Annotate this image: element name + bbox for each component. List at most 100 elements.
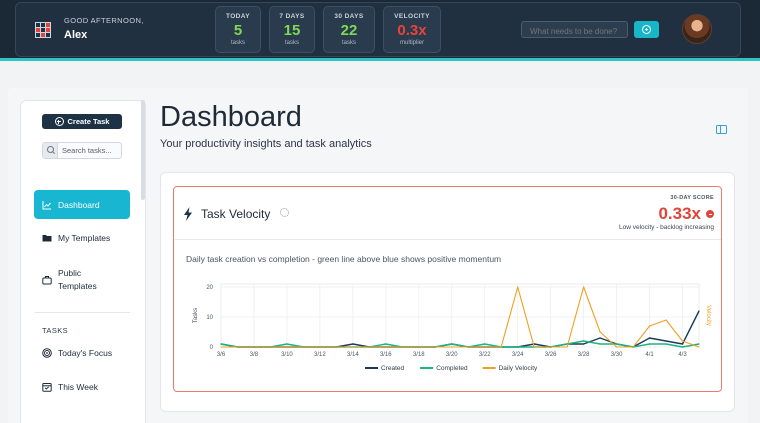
series-line-daily-velocity — [221, 286, 700, 348]
data-point — [665, 343, 667, 345]
y-tick-label: 20 — [206, 285, 213, 291]
stat-sub: tasks — [230, 40, 245, 46]
data-point — [698, 310, 700, 312]
velocity-card: Task Velocity 30-DAY SCORE 0.33x Low vel… — [173, 186, 722, 392]
x-tick-label: 4/1 — [645, 352, 654, 358]
data-point — [583, 343, 585, 345]
sidebar-item-label: Dashboard — [58, 199, 100, 210]
x-tick-label: 3/30 — [611, 352, 623, 358]
briefcase-icon — [42, 276, 52, 285]
y2-axis-label: Velocity — [705, 305, 711, 326]
data-point — [566, 346, 568, 348]
stat-velocity: VELOCITY 0.3x multiplier — [383, 6, 441, 53]
sidebar-item-label: My Templates — [58, 233, 111, 243]
data-point — [484, 346, 486, 348]
stat-value: 22 — [340, 22, 358, 39]
avatar[interactable] — [682, 14, 712, 44]
data-point — [648, 343, 651, 345]
velocity-chart: 3/6 3/8 3/10 3/12 3/14 3/16 3/18 3/20 3/22 3/24 3/… — [193, 283, 711, 372]
data-point — [583, 286, 585, 288]
legend-label: Completed — [436, 365, 468, 372]
sidebar-item-todays-focus[interactable]: Today's Focus — [34, 348, 130, 358]
data-point — [599, 331, 601, 333]
quick-add-button[interactable] — [634, 21, 659, 38]
create-task-button[interactable]: Create Task — [42, 114, 122, 129]
velocity-card-header: Task Velocity 30-DAY SCORE 0.33x Low vel… — [174, 187, 721, 240]
data-point — [335, 346, 337, 348]
data-point — [220, 343, 222, 345]
score-label: 30-DAY SCORE — [670, 195, 714, 201]
stat-sub: tasks — [341, 40, 356, 46]
data-point — [583, 340, 585, 342]
user-name: Alex — [64, 29, 88, 41]
x-tick-label: 3/8 — [250, 352, 259, 358]
target-icon — [42, 348, 52, 358]
data-point — [434, 346, 436, 348]
x-tick-label: 3/24 — [512, 352, 524, 358]
sidebar-item-label: Public Templates — [58, 268, 97, 291]
sidebar-item-dashboard[interactable]: Dashboard — [34, 190, 130, 219]
greeting-text: GOOD AFTERNOON, — [64, 16, 144, 25]
data-point — [681, 343, 684, 345]
sidebar-item-this-week[interactable]: This Week — [34, 382, 130, 392]
sidebar-item-my-templates[interactable]: My Templates — [34, 233, 130, 243]
stat-today: TODAY 5 tasks — [215, 6, 261, 53]
sidebar-item-label: This Week — [58, 382, 98, 392]
sidebar-toggle-icon[interactable] — [716, 125, 727, 134]
x-tick-label: 3/26 — [545, 352, 557, 358]
search-tasks-input[interactable] — [62, 145, 120, 156]
search-icon[interactable] — [43, 143, 58, 158]
data-point — [665, 340, 667, 342]
data-point — [401, 346, 403, 348]
x-tick-label: 3/28 — [578, 352, 590, 358]
gear-icon[interactable] — [280, 208, 289, 217]
x-tick-label: 3/16 — [380, 352, 392, 358]
stat-label: 7 DAYS — [279, 13, 305, 20]
data-point — [368, 346, 370, 348]
data-point — [665, 319, 667, 321]
data-point — [451, 343, 453, 345]
data-point — [681, 346, 684, 348]
legend-label: Daily Velocity — [499, 365, 538, 372]
calendar-icon — [42, 383, 52, 392]
data-point — [615, 346, 618, 348]
data-point — [286, 343, 288, 345]
data-point — [698, 346, 700, 348]
data-point — [599, 343, 601, 345]
data-point — [302, 346, 305, 348]
app-logo-icon[interactable] — [35, 22, 51, 38]
data-point — [550, 346, 552, 348]
page-subtitle: Your productivity insights and task anal… — [160, 138, 372, 150]
data-point — [500, 346, 502, 348]
data-point — [236, 346, 239, 348]
plus-circle-icon — [54, 117, 64, 126]
sidebar-scrollbar[interactable] — [141, 100, 145, 200]
data-point — [698, 343, 700, 345]
sidebar-divider — [34, 312, 130, 313]
create-task-label: Create Task — [67, 117, 110, 126]
data-point — [220, 346, 222, 348]
x-tick-label: 3/14 — [347, 352, 359, 358]
sidebar-item-public-templates[interactable]: Public Templates — [34, 267, 130, 293]
data-point — [418, 346, 420, 348]
sidebar-search — [42, 142, 122, 159]
folder-icon — [42, 235, 52, 242]
data-point — [632, 346, 634, 348]
top-bar — [0, 0, 760, 61]
score-note: Low velocity - backlog increasing — [618, 224, 714, 231]
data-point — [352, 343, 354, 345]
legend-label: Created — [381, 365, 405, 372]
data-point — [599, 337, 601, 339]
page-title: Dashboard — [160, 101, 302, 133]
data-point — [648, 337, 651, 339]
quick-add-input[interactable] — [521, 21, 628, 38]
stat-30-days: 30 DAYS 22 tasks — [323, 6, 375, 53]
data-point — [648, 325, 651, 327]
score-value: 0.33x — [658, 204, 701, 223]
velocity-card-title: Task Velocity — [201, 207, 271, 221]
data-point — [352, 346, 354, 348]
trend-down-icon — [706, 210, 714, 218]
x-tick-label: 3/10 — [281, 352, 293, 358]
data-point — [286, 346, 288, 348]
data-point — [615, 343, 618, 345]
